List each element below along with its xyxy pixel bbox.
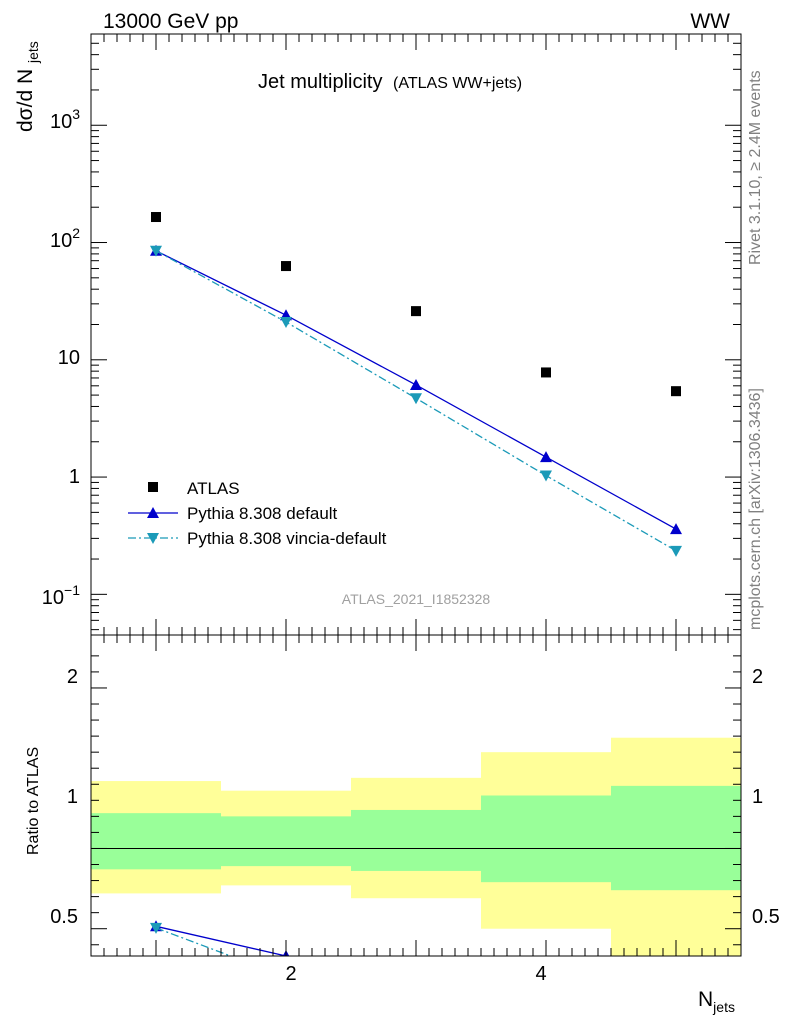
ratio-panel-axis bbox=[90, 634, 742, 957]
marker-pythia-8-308-vincia-default-0 bbox=[150, 922, 162, 934]
watermark-label: ATLAS_2021_I1852328 bbox=[342, 591, 491, 607]
x-tick-label-4: 4 bbox=[535, 963, 546, 985]
x-tick-label-2: 2 bbox=[285, 963, 296, 985]
legend-label-pythia-vincia: Pythia 8.308 vincia-default bbox=[187, 529, 387, 548]
inner-band-bin-2 bbox=[221, 816, 351, 867]
chart-title-sub: (ATLAS WW+jets) bbox=[393, 75, 522, 92]
top-y-axis-label-sub: jets bbox=[25, 41, 41, 64]
y-tick-label-1e3: 103 bbox=[50, 106, 80, 133]
marker-atlas-3 bbox=[541, 367, 551, 378]
y-tick-label-1e1: 10 bbox=[58, 347, 80, 369]
ratio-y-tick-label-right-0-5: 0.5 bbox=[752, 906, 780, 928]
y-tick-exp: −1 bbox=[64, 582, 80, 598]
marker-pythia-8-308-default-2 bbox=[410, 378, 422, 390]
chart-title-main: Jet multiplicity bbox=[258, 71, 382, 93]
marker-atlas-1 bbox=[281, 261, 291, 272]
legend: ATLAS Pythia 8.308 default Pythia 8.308 … bbox=[128, 479, 387, 548]
y-tick-base: 10 bbox=[50, 111, 72, 133]
marker-atlas-4 bbox=[671, 386, 681, 397]
y-tick-base: 10 bbox=[50, 230, 72, 252]
ratio-y-tick-label-right-1: 1 bbox=[752, 786, 763, 808]
header-left-label: 13000 GeV pp bbox=[103, 10, 238, 33]
marker-pythia-8-308-vincia-default-1 bbox=[280, 317, 292, 329]
x-axis-label-sub: jets bbox=[712, 999, 735, 1015]
y-tick-exp: 2 bbox=[72, 225, 80, 241]
marker-pythia-8-308-vincia-default-0 bbox=[150, 245, 162, 257]
x-axis-label-main: N bbox=[698, 988, 713, 1011]
inner-band-bin-3 bbox=[351, 809, 481, 871]
marker-pythia-8-308-default-4 bbox=[670, 523, 682, 535]
top-panel-marks bbox=[150, 212, 682, 557]
legend-label-atlas: ATLAS bbox=[187, 479, 240, 498]
inner-band-bin-5 bbox=[611, 785, 741, 891]
marker-atlas-0 bbox=[151, 212, 161, 223]
marker-pythia-8-308-default-3 bbox=[540, 451, 552, 463]
top-y-axis-label: dσ/d N jets bbox=[14, 41, 41, 132]
marker-pythia-8-308-vincia-default-3 bbox=[540, 470, 552, 482]
legend-marker-atlas bbox=[148, 482, 158, 492]
inner-band-bin-4 bbox=[481, 795, 611, 883]
header-right-label: WW bbox=[690, 10, 730, 33]
y-tick-exp: 3 bbox=[72, 106, 80, 122]
inner-band-bin-1 bbox=[91, 813, 221, 870]
marker-pythia-8-308-vincia-default-4 bbox=[670, 545, 682, 557]
ratio-uncertainty-bands bbox=[91, 737, 741, 956]
ratio-y-axis-label: Ratio to ATLAS bbox=[25, 747, 42, 855]
top-line-pythia-8-308-vincia-default bbox=[155, 250, 677, 552]
top-y-axis-label-main: dσ/d N bbox=[14, 69, 37, 132]
y-tick-base: 10 bbox=[42, 587, 64, 609]
ratio-y-tick-label-2: 2 bbox=[67, 666, 78, 688]
ratio-y-tick-label-1: 1 bbox=[67, 786, 78, 808]
legend-marker-pythia-default bbox=[147, 507, 159, 518]
y-tick-label-1e2: 102 bbox=[50, 225, 80, 252]
ratio-line-pythia-8-308-default bbox=[155, 925, 287, 956]
y-tick-label-1em1: 10−1 bbox=[42, 582, 80, 609]
x-axis-label: Njets bbox=[698, 988, 735, 1015]
legend-label-pythia-default: Pythia 8.308 default bbox=[187, 504, 338, 523]
legend-marker-pythia-vincia bbox=[147, 533, 159, 544]
ratio-y-tick-label-right-2: 2 bbox=[752, 666, 763, 688]
ratio-y-tick-label-0-5: 0.5 bbox=[50, 906, 78, 928]
marker-atlas-2 bbox=[411, 306, 421, 317]
marker-pythia-8-308-vincia-default-2 bbox=[410, 393, 422, 405]
top-panel-axis bbox=[90, 33, 742, 636]
chart-title: Jet multiplicity (ATLAS WW+jets) bbox=[258, 71, 522, 93]
y-tick-label-1e0: 1 bbox=[69, 466, 80, 488]
